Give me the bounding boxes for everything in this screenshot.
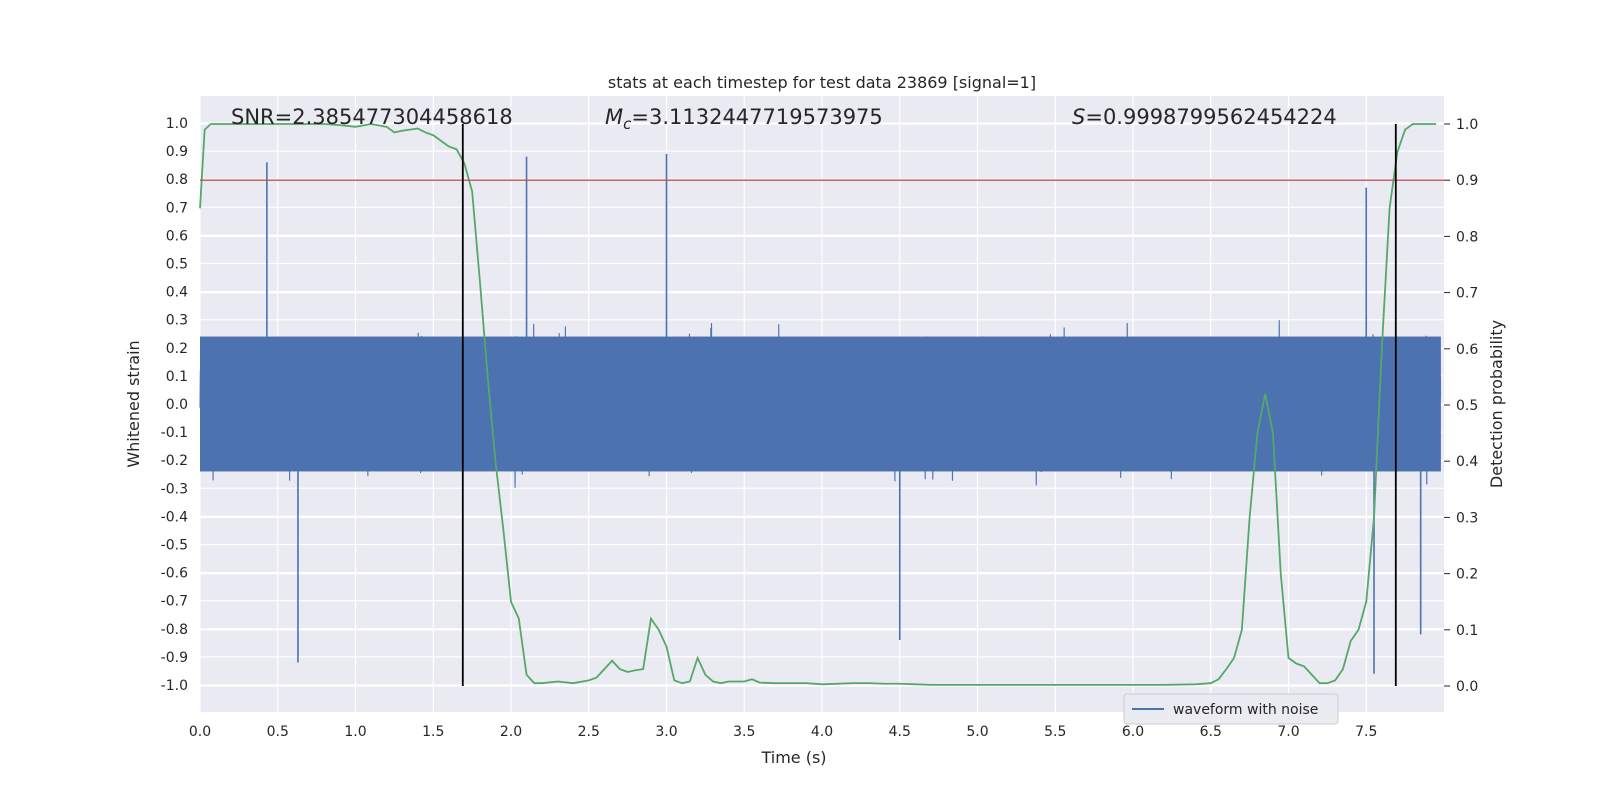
y2-tick-label: 0.3 (1456, 510, 1478, 526)
mc-subscript: c (623, 115, 632, 133)
y2-tick-label: 0.4 (1456, 454, 1478, 470)
x-tick-label: 2.0 (500, 724, 522, 740)
x-tick-label: 4.5 (889, 724, 911, 740)
y2-tick-label: 0.5 (1456, 398, 1478, 414)
noise-core (200, 336, 1441, 472)
x-tick-label: 0.5 (267, 724, 289, 740)
y-tick-label: -0.6 (161, 566, 188, 582)
y-axis-left: 1.0 0.9 0.8 0.7 0.6 0.5 0.4 0.3 0.2 0.1 0.0 -0.1 -0.… (161, 116, 188, 694)
y-tick-label: -0.2 (161, 453, 188, 469)
y-tick-label: 1.0 (166, 116, 188, 132)
x-tick-label: 5.0 (966, 724, 988, 740)
y-axis-label: Whitened strain (124, 340, 143, 467)
legend-box (1123, 693, 1339, 725)
y2-tick-label: 0.9 (1456, 173, 1478, 189)
y2-tick-label: 0.7 (1456, 286, 1478, 302)
x-axis-label: Time (s) (760, 748, 826, 767)
legend-entry: waveform with noise (1173, 702, 1318, 718)
y-tick-label: -0.9 (161, 650, 188, 666)
y-tick-label: -0.1 (161, 425, 188, 441)
y-tick-label: 0.8 (166, 172, 188, 188)
x-tick-label: 6.0 (1122, 724, 1144, 740)
probability-line (199, 123, 1437, 686)
y-tick-label: 0.5 (166, 257, 188, 273)
reference-lines (200, 124, 1444, 686)
x-tick-label: 1.5 (422, 724, 444, 740)
y2-tick-label: 0.1 (1456, 623, 1478, 639)
x-tick-label: 0.0 (189, 724, 211, 740)
y-tick-label: -0.4 (161, 509, 188, 525)
x-tick-label: 1.0 (344, 724, 366, 740)
s-value: =0.9998799562454224 (1085, 105, 1336, 129)
y-tick-label: 0.4 (166, 285, 188, 301)
y-tick-label: -0.7 (161, 594, 188, 610)
y-tick-label: 0.0 (166, 397, 188, 413)
mc-value: =3.1132447719573975 (631, 105, 882, 129)
x-tick-label: 3.5 (733, 724, 755, 740)
y2-tick-label: 0.8 (1456, 229, 1478, 245)
y-axis-right: 1.0 0.9 0.8 0.7 0.6 0.5 0.4 0.3 0.2 0.1 0.0 (1444, 117, 1478, 695)
y-tick-label: 0.1 (166, 369, 188, 385)
y-tick-label: -0.5 (161, 538, 188, 554)
noise-series (199, 153, 1442, 674)
x-tick-label: 7.5 (1355, 724, 1377, 740)
s-symbol: S (1072, 105, 1085, 129)
x-tick-label: 4.0 (811, 724, 833, 740)
y-tick-label: 0.3 (166, 313, 188, 329)
y-tick-label: 0.6 (166, 228, 188, 244)
y2-tick-label: 0.2 (1456, 567, 1478, 583)
y-tick-label: 0.2 (166, 341, 188, 357)
legend: waveform with noise (1123, 693, 1339, 725)
x-axis: 0.0 0.5 1.0 1.5 2.0 2.5 3.0 3.5 4.0 4.5 5.0 5.5 6.0 6… (189, 724, 1378, 740)
score-annotation: S=0.9998799562454224 (1072, 105, 1337, 129)
mc-symbol: M (605, 105, 623, 129)
y-tick-label: -1.0 (161, 678, 188, 694)
x-tick-label: 5.5 (1044, 724, 1066, 740)
y2-tick-label: 0.0 (1456, 679, 1478, 695)
y2-axis-label: Detection probability (1487, 320, 1506, 488)
chart-title: stats at each timestep for test data 238… (608, 73, 1036, 92)
y-tick-label: -0.8 (161, 622, 188, 638)
x-tick-label: 2.5 (578, 724, 600, 740)
y2-tick-label: 0.6 (1456, 342, 1478, 358)
x-tick-label: 6.5 (1200, 724, 1222, 740)
probability-series (199, 123, 1437, 686)
x-tick-label: 7.0 (1277, 724, 1299, 740)
y2-tick-label: 1.0 (1456, 117, 1478, 133)
y-tick-label: 0.9 (166, 144, 188, 160)
snr-annotation: SNR=2.385477304458618 (231, 105, 513, 129)
y-tick-label: 0.7 (166, 200, 188, 216)
y-tick-label: -0.3 (161, 481, 188, 497)
chirp-mass-annotation: Mc=3.1132447719573975 (605, 105, 883, 133)
x-tick-label: 3.0 (655, 724, 677, 740)
